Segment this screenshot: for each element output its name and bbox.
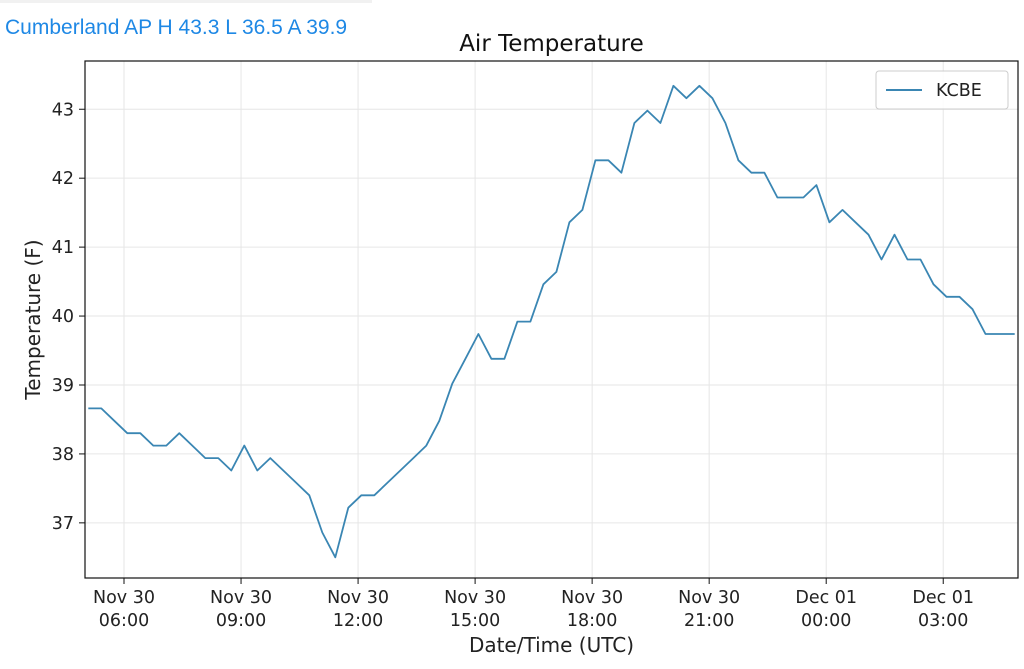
- x-tick-label-time: 03:00: [918, 611, 968, 631]
- y-tick-label: 38: [52, 445, 74, 465]
- legend: KCBE: [875, 70, 1009, 110]
- y-tick-label: 43: [52, 100, 74, 120]
- x-tick-label-time: 18:00: [567, 611, 617, 631]
- x-tick-label-date: Nov 30: [561, 588, 623, 608]
- y-tick-label: 41: [52, 238, 74, 258]
- plot-frame: [84, 60, 1019, 579]
- x-tick-label-date: Nov 30: [93, 588, 155, 608]
- x-tick-label-time: 06:00: [99, 611, 149, 631]
- series-layer: [88, 84, 1015, 559]
- x-axis-label: Date/Time (UTC): [469, 633, 634, 657]
- grid-lines: [85, 61, 1018, 578]
- x-tick-label-date: Dec 01: [795, 588, 857, 608]
- x-tick-label-date: Dec 01: [912, 588, 974, 608]
- x-tick-label-time: 15:00: [450, 611, 500, 631]
- chart-title: Air Temperature: [459, 31, 644, 57]
- station-summary: Cumberland AP H 43.3 L 36.5 A 39.9: [5, 16, 348, 39]
- legend-label-kcbe: KCBE: [936, 81, 982, 101]
- x-tick-label-time: 21:00: [684, 611, 734, 631]
- x-tick-label-time: 09:00: [216, 611, 266, 631]
- y-tick-label: 40: [52, 307, 74, 327]
- x-tick-label-date: Nov 30: [210, 588, 272, 608]
- x-tick-label-date: Nov 30: [678, 588, 740, 608]
- series-line-kcbe: [88, 84, 1015, 559]
- x-tick-label-date: Nov 30: [444, 588, 506, 608]
- y-tick-label: 39: [52, 376, 74, 396]
- y-axis-label: Temperature (F): [21, 239, 45, 400]
- legend-box: [875, 70, 1009, 110]
- x-tick-label-date: Nov 30: [327, 588, 389, 608]
- axis-ticks: 37 38 39 40 41 42 43 Nov 30 06:00 Nov 30 09:00 Nov …: [52, 100, 974, 631]
- x-tick-label-time: 12:00: [333, 611, 383, 631]
- y-tick-label: 37: [52, 514, 74, 534]
- y-tick-label: 42: [52, 169, 74, 189]
- header-divider: [0, 0, 372, 3]
- x-tick-label-time: 00:00: [801, 611, 851, 631]
